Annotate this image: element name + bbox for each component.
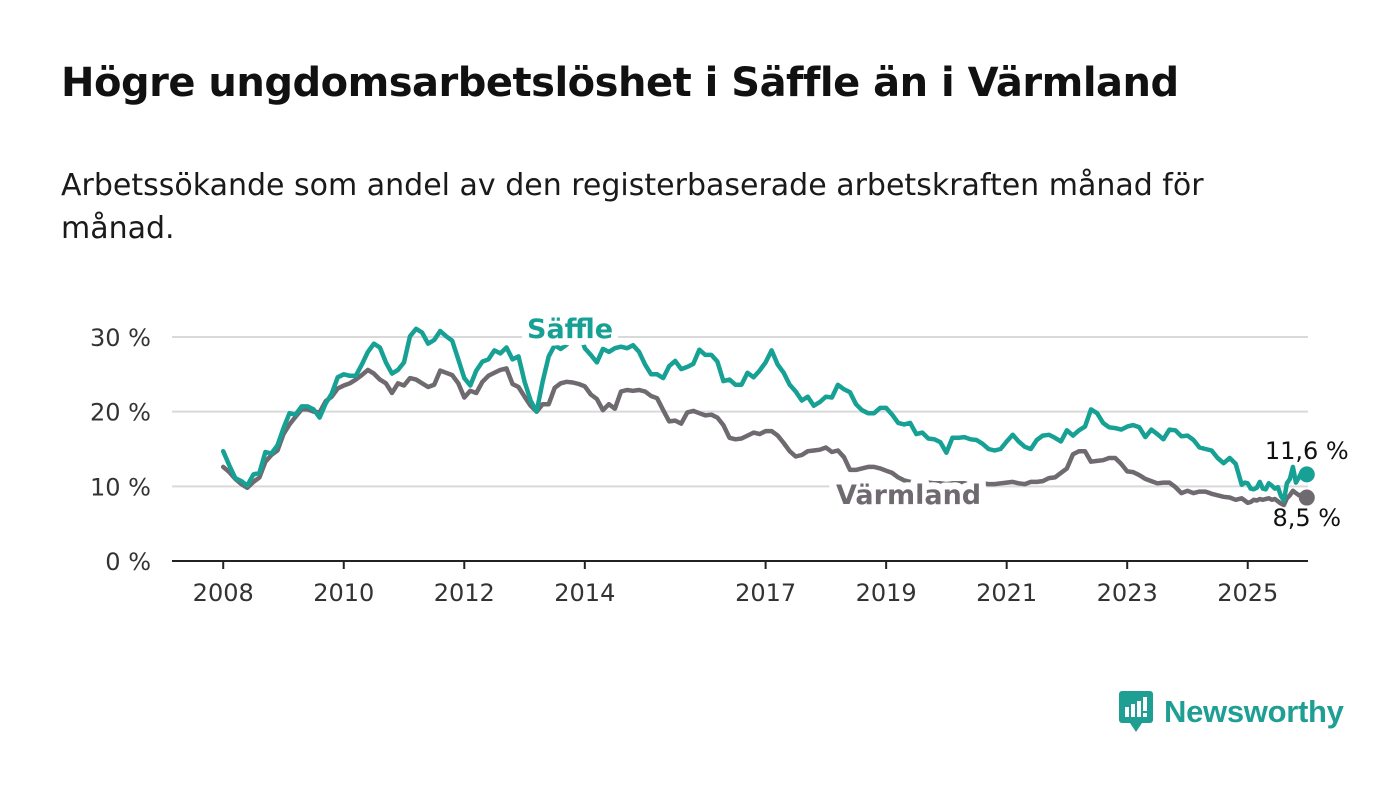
chart-title: Högre ungdomsarbetslöshet i Säffle än i … [61, 60, 1179, 106]
y-tick-label: 0 % [105, 548, 151, 576]
chart-subtitle: Arbetssökande som andel av den registerb… [61, 168, 1204, 246]
end-value-label-saffle: 11,6 % [1265, 437, 1349, 465]
series-end-marker-saffle [1298, 466, 1315, 483]
series-end-marker-varmland [1298, 489, 1315, 506]
x-tick-label: 2019 [856, 579, 917, 607]
x-tick-label: 2012 [434, 579, 495, 607]
series-label-saffle-halo: Säffle [527, 314, 613, 345]
x-tick-label: 2014 [554, 579, 615, 607]
end-value-label-varmland: 8,5 % [1272, 504, 1341, 532]
y-tick-label: 30 % [90, 324, 151, 352]
series-line-värmland [220, 366, 1310, 508]
x-tick-label: 2021 [976, 579, 1037, 607]
x-tick-label: 2017 [735, 579, 796, 607]
bar-chart-speech-bubble-icon [1119, 691, 1153, 732]
series-line-säffle [220, 326, 1310, 503]
series-label-varmland-halo: Värmland [836, 480, 981, 511]
x-tick-label: 2008 [193, 579, 254, 607]
series-label-varmland: Värmland [836, 480, 981, 511]
x-tick-label: 2010 [313, 579, 374, 607]
y-tick-label: 10 % [90, 473, 151, 501]
series-label-saffle: Säffle [527, 314, 613, 345]
x-tick-label: 2025 [1217, 579, 1278, 607]
newsworthy-logo: Newsworthy [1118, 690, 1344, 734]
x-tick-label: 2023 [1097, 579, 1158, 607]
brand-name: Newsworthy [1164, 694, 1344, 729]
y-tick-label: 20 % [90, 399, 151, 427]
